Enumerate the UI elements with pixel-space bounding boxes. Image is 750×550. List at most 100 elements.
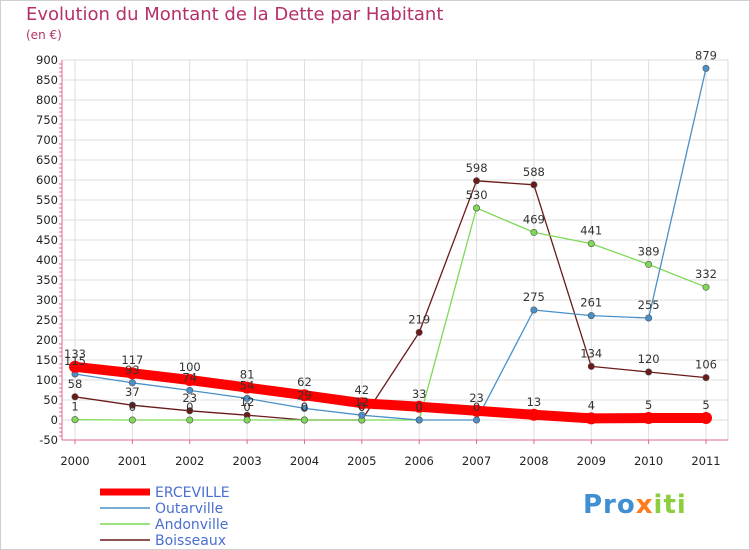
data-label-erceville: 117 xyxy=(121,353,143,367)
y-tick-label: 800 xyxy=(36,93,58,107)
data-label-boisseaux: 219 xyxy=(408,312,430,326)
y-tick-label: 100 xyxy=(36,373,58,387)
data-label-erceville: 42 xyxy=(354,383,369,397)
y-tick-label: 150 xyxy=(36,353,58,367)
data-label-boisseaux: 0 xyxy=(301,400,308,414)
data-label-erceville: 100 xyxy=(179,360,201,374)
plot-area xyxy=(61,59,729,441)
proxiti-logo: Proxiti xyxy=(583,490,687,520)
data-label-outarville: 0 xyxy=(473,400,480,414)
legend-label-andonville: Andonville xyxy=(155,517,228,533)
y-tick-label: 450 xyxy=(36,233,58,247)
data-point-outarville xyxy=(415,416,423,424)
data-point-andonville xyxy=(71,416,79,424)
data-point-andonville xyxy=(530,228,538,236)
data-point-outarville xyxy=(645,314,653,322)
series-line-boisseaux xyxy=(74,180,707,421)
data-point-andonville xyxy=(702,283,710,291)
data-point-andonville xyxy=(186,416,194,424)
data-label-andonville: 0 xyxy=(416,400,423,414)
data-label-boisseaux: 598 xyxy=(466,161,488,175)
data-label-outarville: 12 xyxy=(354,395,369,409)
y-tick-label: 550 xyxy=(36,193,58,207)
data-point-boisseaux xyxy=(71,393,79,401)
x-tick-label: 2010 xyxy=(634,454,663,468)
y-tick-label: 300 xyxy=(36,293,58,307)
data-label-boisseaux: 120 xyxy=(638,352,660,366)
data-label-erceville: 133 xyxy=(64,347,86,361)
data-label-andonville: 0 xyxy=(129,400,136,414)
logo-part-c: iti xyxy=(653,490,687,520)
data-point-outarville xyxy=(473,416,481,424)
data-point-boisseaux xyxy=(415,328,423,336)
data-point-erceville xyxy=(298,389,311,402)
data-point-erceville xyxy=(642,412,655,424)
x-tick-label: 2003 xyxy=(232,454,261,468)
x-tick-label: 2011 xyxy=(691,454,720,468)
data-label-boisseaux: 58 xyxy=(68,377,83,391)
data-point-erceville xyxy=(355,397,368,410)
grid-lines xyxy=(61,59,729,441)
y-tick-label: 500 xyxy=(36,213,58,227)
data-point-andonville xyxy=(587,240,595,248)
data-label-erceville: 13 xyxy=(527,395,542,409)
data-label-andonville: 332 xyxy=(695,267,717,281)
legend-label-erceville: ERCEVILLE xyxy=(155,485,230,501)
data-label-outarville: 93 xyxy=(125,363,140,377)
data-point-boisseaux xyxy=(473,177,481,185)
data-label-erceville: 33 xyxy=(412,387,427,401)
data-label-andonville: 0 xyxy=(301,400,308,414)
y-tick-label: 250 xyxy=(36,313,58,327)
data-label-andonville: 0 xyxy=(186,400,193,414)
data-label-outarville: 115 xyxy=(64,354,86,368)
axes: -500501001502002503003504004505005506006… xyxy=(36,53,728,468)
data-point-erceville xyxy=(585,412,598,425)
x-tick-label: 2008 xyxy=(519,454,548,468)
y-tick-label: 0 xyxy=(51,413,58,427)
data-point-boisseaux xyxy=(587,362,595,370)
data-point-andonville xyxy=(645,260,653,268)
y-tick-label: 600 xyxy=(36,173,58,187)
data-label-erceville: 23 xyxy=(469,391,484,405)
data-point-erceville xyxy=(470,404,483,417)
y-tick-label: -50 xyxy=(39,433,58,447)
data-point-outarville xyxy=(702,64,710,72)
data-point-outarville xyxy=(243,394,251,402)
data-point-andonville xyxy=(473,204,481,212)
data-point-erceville xyxy=(126,367,139,380)
data-point-boisseaux xyxy=(128,401,136,409)
data-point-boisseaux xyxy=(530,181,538,189)
data-point-erceville xyxy=(183,374,196,386)
y-tick-label: 200 xyxy=(36,333,58,347)
data-point-boisseaux xyxy=(702,374,710,382)
data-label-outarville: 255 xyxy=(638,298,660,312)
y-tick-label: 350 xyxy=(36,273,58,287)
data-label-andonville: 0 xyxy=(243,400,250,414)
data-point-erceville xyxy=(527,408,540,421)
data-label-andonville: 0 xyxy=(358,400,365,414)
data-point-erceville xyxy=(413,400,426,413)
data-label-outarville: 879 xyxy=(695,48,717,62)
data-label-andonville: 441 xyxy=(580,224,602,238)
data-label-boisseaux: 23 xyxy=(182,391,197,405)
y-tick-label: 750 xyxy=(36,113,58,127)
series-lines xyxy=(69,64,712,425)
y-tick-label: 400 xyxy=(36,253,58,267)
data-point-erceville xyxy=(700,412,712,424)
data-point-outarville xyxy=(530,306,538,314)
logo-part-a: Pro xyxy=(583,490,636,520)
series-line-erceville xyxy=(70,361,711,424)
data-point-andonville xyxy=(128,416,136,424)
y-tick-label: 900 xyxy=(36,53,58,67)
data-label-outarville: 0 xyxy=(416,400,423,414)
data-label-outarville: 261 xyxy=(580,296,602,310)
data-label-outarville: 275 xyxy=(523,290,545,304)
x-tick-label: 2005 xyxy=(347,454,376,468)
data-label-outarville: 29 xyxy=(297,388,312,402)
legend-label-outarville: Outarville xyxy=(155,501,223,517)
x-tick-label: 2000 xyxy=(60,454,89,468)
data-label-outarville: 74 xyxy=(182,370,197,384)
data-label-boisseaux: 12 xyxy=(240,395,255,409)
